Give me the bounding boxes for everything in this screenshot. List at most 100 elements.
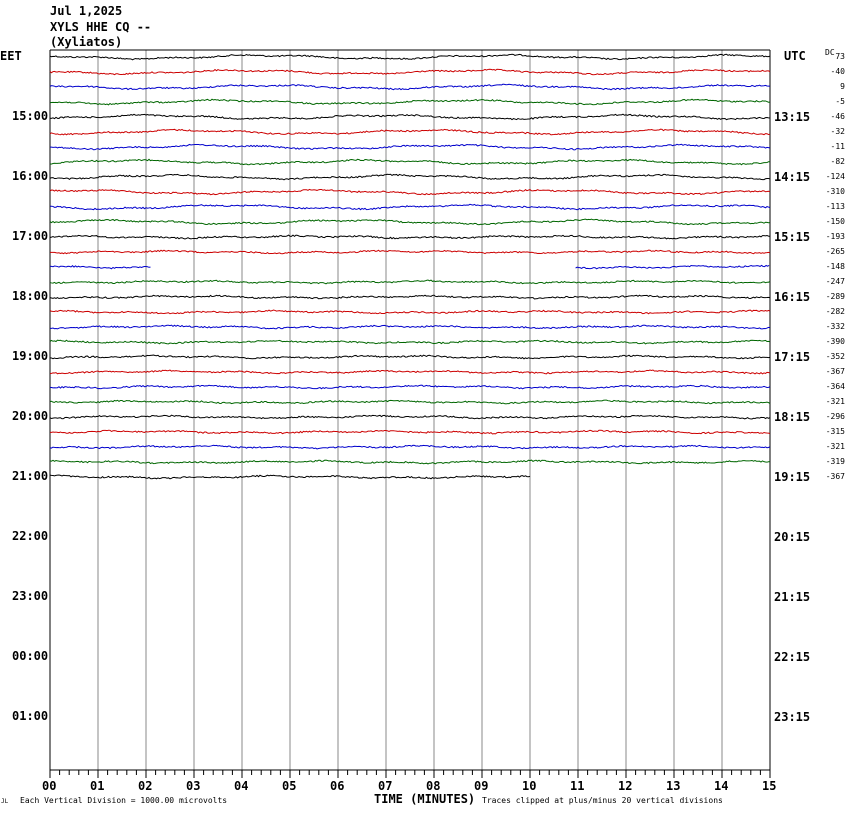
minute-grid — [49, 49, 771, 771]
dc-offset-value: -148 — [825, 262, 845, 271]
seismic-trace — [49, 279, 771, 285]
dc-offset-value: -367 — [825, 367, 845, 376]
seismic-trace — [49, 83, 771, 91]
x-tick-label: 01 — [90, 779, 105, 793]
x-tick-label: 04 — [234, 779, 249, 793]
seismic-trace — [49, 324, 771, 330]
dc-offset-value: -289 — [825, 292, 845, 301]
x-tick-label: 11 — [570, 779, 585, 793]
left-hour-label: 23:00 — [12, 589, 49, 603]
seismic-trace — [49, 143, 771, 151]
seismic-trace — [49, 309, 771, 315]
left-hour-label: 22:00 — [12, 529, 49, 543]
right-hour-label: 18:15 — [774, 410, 811, 424]
left-hour-label: 19:00 — [12, 349, 49, 363]
location-label: (Xyliatos) — [50, 35, 123, 49]
x-tick-label: 00 — [42, 779, 57, 793]
x-tick-label: 13 — [666, 779, 681, 793]
date-label: Jul 1,2025 — [50, 4, 123, 18]
seismic-trace — [49, 53, 771, 61]
right-hour-label: 15:15 — [774, 230, 811, 244]
x-tick-label: 03 — [186, 779, 201, 793]
seismic-trace — [49, 459, 771, 465]
seismic-trace — [49, 474, 531, 480]
seismic-trace — [49, 339, 771, 345]
dc-offset-value: -282 — [825, 307, 845, 316]
seismic-trace — [49, 399, 771, 405]
x-tick-label: 06 — [330, 779, 345, 793]
seismic-trace — [49, 234, 771, 240]
seismic-trace — [49, 249, 771, 255]
right-hour-label: 22:15 — [774, 650, 811, 664]
left-hour-label: 15:00 — [12, 109, 49, 123]
dc-offset-value: -315 — [825, 427, 845, 436]
dc-offset-value: -5 — [835, 97, 845, 106]
dc-offset-value: -247 — [825, 277, 845, 286]
left-hour-label: 21:00 — [12, 469, 49, 483]
dc-offset-value: -46 — [830, 112, 845, 121]
right-hour-label: 23:15 — [774, 710, 811, 724]
seismic-trace — [49, 98, 771, 106]
dc-offset-value: -364 — [825, 382, 845, 391]
footer-clip-note: Traces clipped at plus/minus 20 vertical… — [482, 796, 723, 805]
dc-offset-value: -265 — [825, 247, 845, 256]
dc-offset-value: -82 — [830, 157, 845, 166]
seismic-trace — [49, 113, 771, 121]
x-tick-label: 15 — [762, 779, 777, 793]
left-hour-label: 01:00 — [12, 709, 49, 723]
dc-offset-value: -321 — [825, 442, 845, 451]
right-timezone-label: UTC — [784, 49, 806, 63]
seismic-trace — [49, 173, 771, 181]
dc-offset-value: 9 — [840, 82, 845, 91]
dc-offset-value: -40 — [830, 67, 845, 76]
dc-offset-value: -193 — [825, 232, 845, 241]
dc-offset-value: -321 — [825, 397, 845, 406]
dc-offset-value: -310 — [825, 187, 845, 196]
seismic-trace — [49, 414, 771, 420]
seismic-trace — [49, 158, 771, 166]
left-hour-label: 18:00 — [12, 289, 49, 303]
x-tick-label: 02 — [138, 779, 153, 793]
seismic-trace — [49, 369, 771, 375]
dc-label: DC — [825, 48, 835, 57]
seismic-trace — [49, 218, 771, 226]
x-tick-label: 10 — [522, 779, 537, 793]
right-hour-label: 20:15 — [774, 530, 811, 544]
dc-offset-value: -124 — [825, 172, 845, 181]
x-tick-label: 09 — [474, 779, 489, 793]
seismic-trace — [49, 429, 771, 435]
dc-offset-value: 73 — [835, 52, 845, 61]
x-axis-ticks — [49, 770, 771, 778]
dc-offset-value: -150 — [825, 217, 845, 226]
right-hour-label: 17:15 — [774, 350, 811, 364]
x-axis-title: TIME (MINUTES) — [374, 792, 476, 806]
station-label: XYLS HHE CQ -- — [50, 20, 152, 34]
dc-offset-value: -32 — [830, 127, 845, 136]
corner-mark: JL — [1, 798, 9, 805]
dc-offset-value: -113 — [825, 202, 845, 211]
right-hour-label: 16:15 — [774, 290, 811, 304]
x-tick-label: 08 — [426, 779, 441, 793]
seismic-trace — [49, 294, 771, 300]
left-hour-label: 17:00 — [12, 229, 49, 243]
right-hour-label: 19:15 — [774, 470, 811, 484]
right-hour-label: 21:15 — [774, 590, 811, 604]
dc-offset-value: -367 — [825, 472, 845, 481]
right-hour-label: 14:15 — [774, 170, 811, 184]
seismic-trace — [49, 188, 771, 196]
left-hour-label: 20:00 — [12, 409, 49, 423]
x-tick-label: 12 — [618, 779, 633, 793]
seismic-trace — [49, 128, 771, 136]
seismic-trace — [49, 384, 771, 390]
right-hour-label: 13:15 — [774, 110, 811, 124]
seismic-trace — [49, 203, 771, 211]
x-tick-label: 05 — [282, 779, 297, 793]
dc-offset-value: -352 — [825, 352, 845, 361]
seismic-trace — [49, 354, 771, 360]
dc-offset-value: -296 — [825, 412, 845, 421]
footer-scale-note: Each Vertical Division = 1000.00 microvo… — [20, 796, 228, 805]
x-tick-label: 14 — [714, 779, 729, 793]
dc-offset-value: -11 — [830, 142, 845, 151]
left-timezone-label: EET — [0, 49, 22, 63]
